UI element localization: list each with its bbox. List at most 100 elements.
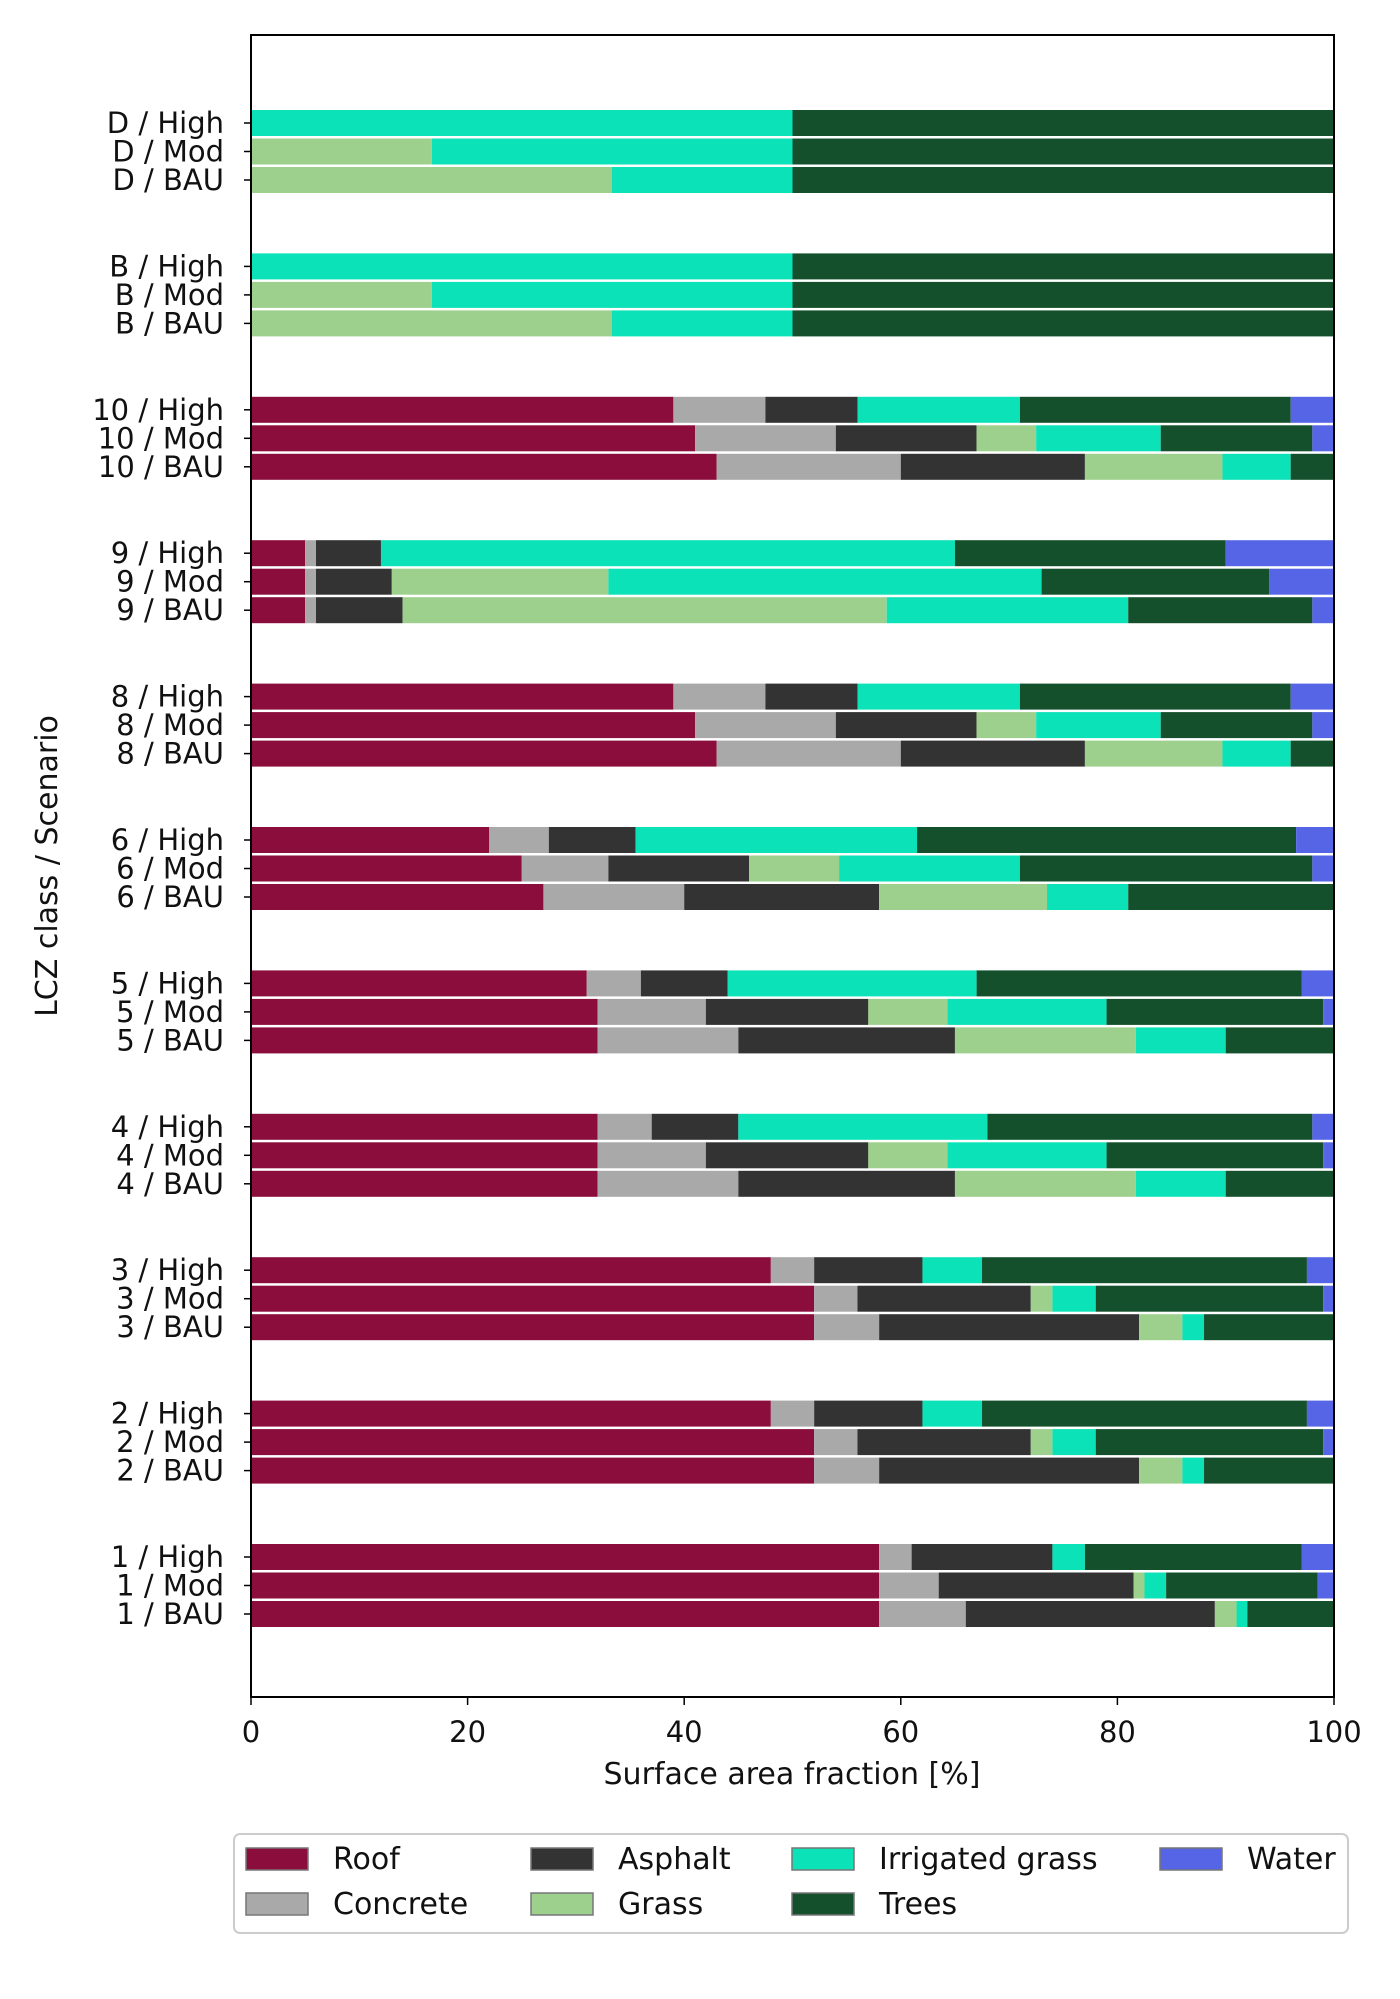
legend-swatch (791, 1847, 855, 1871)
legend-swatch (530, 1847, 594, 1871)
bar-segment (1095, 1285, 1324, 1312)
legend-swatch (245, 1847, 309, 1871)
bar-segment (1312, 425, 1334, 452)
y-tick-label: 2 / Mod (116, 1425, 224, 1459)
bar-segment (305, 540, 316, 567)
bar-segment (879, 884, 1048, 910)
bar-segment (879, 1457, 1140, 1484)
bar-segment (251, 1027, 598, 1054)
bar-segment (1269, 568, 1334, 595)
bar-segment (976, 712, 1037, 739)
bar-segment (1019, 683, 1291, 710)
y-tick-label: 6 / Mod (116, 852, 224, 886)
plot-frame (250, 34, 1335, 1698)
bar-segment (1290, 396, 1334, 423)
bar-segment (315, 540, 381, 567)
y-tick-label: 2 / BAU (116, 1454, 224, 1488)
bar-segment (1128, 597, 1313, 624)
x-tick-label: 0 (242, 1715, 260, 1749)
bar-segment (673, 683, 766, 710)
bar-segment (1312, 855, 1334, 882)
bar-segment (251, 1170, 598, 1197)
bar-segment (727, 970, 977, 997)
bar-segment (868, 998, 948, 1025)
bar-segment (251, 998, 598, 1025)
y-tick-label: 4 / BAU (116, 1167, 224, 1201)
bar-segment (879, 1572, 939, 1599)
bar-segment (251, 1601, 880, 1627)
bar-segment (251, 1400, 771, 1427)
y-tick-label: 5 / Mod (116, 995, 224, 1029)
bar-segment (814, 1457, 880, 1484)
y-tick-label: 6 / High (111, 823, 224, 857)
bar-segment (814, 1429, 858, 1456)
y-tick-label: 5 / High (111, 966, 224, 1000)
bar-segment (251, 970, 587, 997)
bar-segment (1084, 740, 1223, 767)
bar-segment (814, 1257, 923, 1284)
legend-label: Grass (618, 1887, 703, 1922)
bar-segment (857, 683, 1020, 710)
bar-segment (251, 740, 717, 767)
bar-segment (938, 1572, 1134, 1599)
bar-segment (1317, 1572, 1334, 1599)
bar-segment (251, 138, 432, 165)
bar-segment (1030, 1429, 1053, 1456)
bar-segment (1204, 1314, 1334, 1341)
bar-segment (922, 1400, 983, 1427)
bar-segment (251, 1285, 815, 1312)
y-tick-label: 3 / BAU (116, 1310, 224, 1344)
bar-segment (251, 1113, 598, 1140)
bar-segment (716, 740, 901, 767)
bar-segment (922, 1257, 983, 1284)
bar-segment (1036, 712, 1161, 739)
y-tick-label: 8 / Mod (116, 708, 224, 742)
y-tick-label: 9 / Mod (116, 565, 224, 599)
bar-segment (251, 884, 544, 910)
bar-segment (814, 1400, 923, 1427)
bar-segment (251, 1572, 880, 1599)
bar-segment (640, 970, 728, 997)
bar-segment (976, 970, 1302, 997)
bar-segment (1306, 1400, 1334, 1427)
bar-segment (635, 827, 918, 853)
bar-segment (521, 855, 609, 882)
bar-segment (251, 683, 674, 710)
bar-segment (1222, 453, 1291, 480)
bar-segment (684, 884, 880, 910)
bar-segment (391, 568, 609, 595)
bar-segment (857, 396, 1020, 423)
bar-segment (597, 1113, 652, 1140)
y-tick-label: 3 / Mod (116, 1282, 224, 1316)
legend-label: Asphalt (618, 1842, 731, 1877)
bar-segment (1139, 1314, 1183, 1341)
bar-segment (716, 453, 901, 480)
bar-segment (1160, 712, 1313, 739)
bar-segment (792, 253, 1334, 280)
bar-segment (651, 1113, 739, 1140)
bar-segment (305, 597, 316, 624)
bar-segment (792, 110, 1334, 136)
bar-segment (900, 740, 1085, 767)
y-tick-label: 10 / BAU (98, 450, 224, 484)
y-tick-label: 10 / Mod (98, 421, 224, 455)
legend-swatch (530, 1892, 594, 1916)
y-tick-label: 3 / High (111, 1253, 224, 1287)
bar-segment (765, 396, 858, 423)
bar-segment (954, 1027, 1136, 1054)
bar-segment (947, 1142, 1107, 1169)
bar-segment (305, 568, 316, 595)
legend-swatch (245, 1892, 309, 1916)
bar-segment (431, 281, 793, 308)
legend-label: Irrigated grass (879, 1842, 1098, 1877)
bar-segment (251, 597, 306, 624)
bar-segment (1296, 827, 1334, 853)
bar-segment (857, 1285, 1031, 1312)
y-tick-label: 2 / High (111, 1397, 224, 1431)
bar-segment (1290, 683, 1334, 710)
bar-segment (1052, 1544, 1085, 1570)
bar-segment (251, 310, 612, 337)
bar-segment (548, 827, 636, 853)
